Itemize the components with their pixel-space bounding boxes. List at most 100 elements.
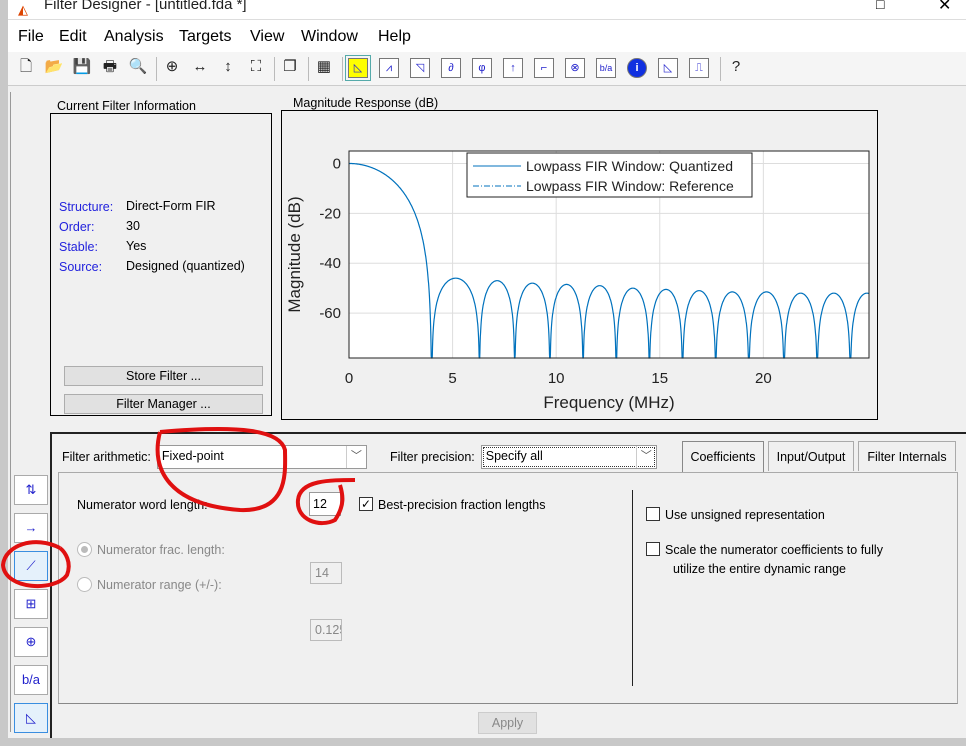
filter-precision-row: Filter precision: Specify all ﹀ <box>390 445 657 469</box>
numerator-word-length-input[interactable]: 12 <box>309 492 341 516</box>
group-delay-icon[interactable]: ∂ <box>441 58 461 78</box>
best-precision-checkbox[interactable]: ✓ <box>359 497 373 511</box>
x-tick-label: 5 <box>448 370 456 387</box>
sample-rate-conversion-icon[interactable]: ⇅ <box>14 475 48 505</box>
y-tick-label: -60 <box>319 305 341 322</box>
x-axis-label: Frequency (MHz) <box>543 393 674 412</box>
zoom-y-icon[interactable]: ↕ <box>224 58 232 75</box>
scale-label-line2: utilize the entire dynamic range <box>673 562 847 576</box>
scale-coefficients-checkbox[interactable] <box>646 542 660 556</box>
menu-view[interactable]: View <box>250 28 285 45</box>
divider <box>632 490 633 686</box>
x-tick-label: 10 <box>548 370 565 387</box>
filter-arithmetic-dropdown[interactable]: Fixed-point ﹀ <box>156 445 367 469</box>
filter-coefficients-icon[interactable]: b/a <box>596 58 616 78</box>
series-reference-line <box>349 163 869 359</box>
bottom-edge <box>0 738 966 746</box>
new-figure-icon[interactable]: ❐ <box>283 58 297 75</box>
numerator-range-radio[interactable] <box>77 577 92 592</box>
stable-value: Yes <box>126 239 147 253</box>
magnitude-phase-icon[interactable]: ◹ <box>410 58 430 78</box>
filter-information-icon[interactable]: i <box>627 58 647 78</box>
numerator-frac-length-radio[interactable] <box>77 542 92 557</box>
round-off-noise-icon[interactable]: ⎍ <box>689 58 709 78</box>
y-tick-label: -20 <box>319 205 341 222</box>
menu-bar: File Edit Analysis Targets View Window H… <box>8 20 966 52</box>
numerator-frac-length-input[interactable]: 14 <box>310 562 342 584</box>
set-quantization-icon[interactable]: ⟋ <box>14 551 48 581</box>
filter-precision-dropdown[interactable]: Specify all ﹀ <box>480 445 657 469</box>
numerator-word-length-label: Numerator word length: <box>77 498 208 512</box>
impulse-response-icon[interactable]: ↑ <box>503 58 523 78</box>
toolbar: 🗋 📂 💾 🖶 🔍 ⊕ ↔ ↕ ⛶ ❐ ▦ ◺ ⩘ ◹ ∂ φ ↑ ⌐ ⊗ b/a i ◺ ⎍? <box>8 52 966 86</box>
info-list: Structure: Direct-Form FIR Order: 30 Stabl… <box>59 199 245 279</box>
filter-arithmetic-row: Filter arithmetic: Fixed-point ﹀ <box>62 445 367 469</box>
pole-zero-icon[interactable]: ⊗ <box>565 58 585 78</box>
numerator-range-input[interactable]: 0.125 <box>310 619 342 641</box>
store-filter-button[interactable]: Store Filter ... <box>64 366 263 386</box>
open-icon[interactable]: 📂 <box>44 58 64 75</box>
chevron-down-icon: ﹀ <box>635 446 656 468</box>
structure-label: Structure: <box>59 200 114 214</box>
design-filter-icon[interactable]: ◺ <box>14 703 48 733</box>
source-label: Source: <box>59 260 103 274</box>
chevron-down-icon: ﹀ <box>345 446 366 468</box>
order-label: Order: <box>59 220 95 234</box>
y-tick-label: -40 <box>319 255 341 272</box>
zoom-x-icon[interactable]: ↔ <box>192 58 208 75</box>
tab-filter-internals[interactable]: Filter Internals <box>858 441 956 471</box>
toolbar-separator <box>720 57 721 81</box>
filter-arithmetic-value: Fixed-point <box>161 449 224 463</box>
menu-edit[interactable]: Edit <box>59 28 87 45</box>
save-icon[interactable]: 💾 <box>72 58 92 75</box>
step-response-icon[interactable]: ⌐ <box>534 58 554 78</box>
realize-model-icon[interactable]: ⊞ <box>14 589 48 619</box>
apply-button[interactable]: Apply <box>478 712 537 734</box>
full-view-icon[interactable]: ⛶ <box>250 58 262 75</box>
menu-help[interactable]: Help <box>378 28 411 45</box>
new-icon[interactable]: 🗋 <box>19 58 33 75</box>
maximize-button[interactable]: □ <box>876 0 885 12</box>
background-window-strip <box>0 0 8 746</box>
toolbar-separator <box>156 57 157 81</box>
transform-filter-icon[interactable]: → <box>14 513 48 543</box>
unsigned-checkbox[interactable] <box>646 507 660 521</box>
close-button[interactable]: ✕ <box>938 0 952 14</box>
pole-zero-editor-icon[interactable]: ⊕ <box>14 627 48 657</box>
toolbar-separator <box>308 57 309 81</box>
phase-delay-icon[interactable]: φ <box>472 58 492 78</box>
send-to-figure-icon[interactable]: ▦ <box>316 58 332 75</box>
numerator-frac-length-label: Numerator frac. length: <box>97 543 225 557</box>
order-value: 30 <box>126 219 140 233</box>
magnitude-estimate-icon[interactable]: ◺ <box>658 58 678 78</box>
import-filter-icon[interactable]: b/a <box>14 665 48 695</box>
magnitude-response-chart[interactable]: 0 5 10 15 20 0 -20 -40 -60 Lowpass FIR Window: Qu… <box>281 130 878 420</box>
y-tick-label: 0 <box>333 155 341 172</box>
menu-file[interactable]: File <box>18 28 44 45</box>
toolbar-separator <box>342 57 343 81</box>
print-preview-icon[interactable]: 🔍 <box>128 58 148 75</box>
menu-targets[interactable]: Targets <box>179 28 232 45</box>
matlab-logo-icon: ◭ <box>18 2 28 17</box>
source-value: Designed (quantized) <box>126 259 245 273</box>
zoom-in-icon[interactable]: ⊕ <box>165 58 179 75</box>
magnitude-response-icon[interactable]: ◺ <box>345 55 371 81</box>
numerator-range-label: Numerator range (+/-): <box>97 578 222 592</box>
menu-window[interactable]: Window <box>301 28 358 45</box>
magnitude-response-panel <box>281 110 878 420</box>
phase-response-icon[interactable]: ⩘ <box>379 58 399 78</box>
filter-manager-button[interactable]: Filter Manager ... <box>64 394 263 414</box>
scale-label-line1: Scale the numerator coefficients to full… <box>665 543 883 557</box>
x-tick-label: 20 <box>755 370 772 387</box>
x-tick-label: 0 <box>345 370 353 387</box>
tab-coefficients[interactable]: Coefficients <box>682 441 764 473</box>
legend-label: Lowpass FIR Window: Quantized <box>526 158 733 174</box>
toolbar-separator <box>274 57 275 81</box>
best-precision-label: Best-precision fraction lengths <box>378 498 546 512</box>
menu-analysis[interactable]: Analysis <box>104 28 164 45</box>
plot-panel-title: Magnitude Response (dB) <box>290 96 442 110</box>
tab-input-output[interactable]: Input/Output <box>768 441 854 471</box>
print-icon[interactable]: 🖶 <box>102 58 118 75</box>
whats-this-icon[interactable]: ? <box>731 58 741 75</box>
current-filter-info-panel <box>50 113 272 416</box>
